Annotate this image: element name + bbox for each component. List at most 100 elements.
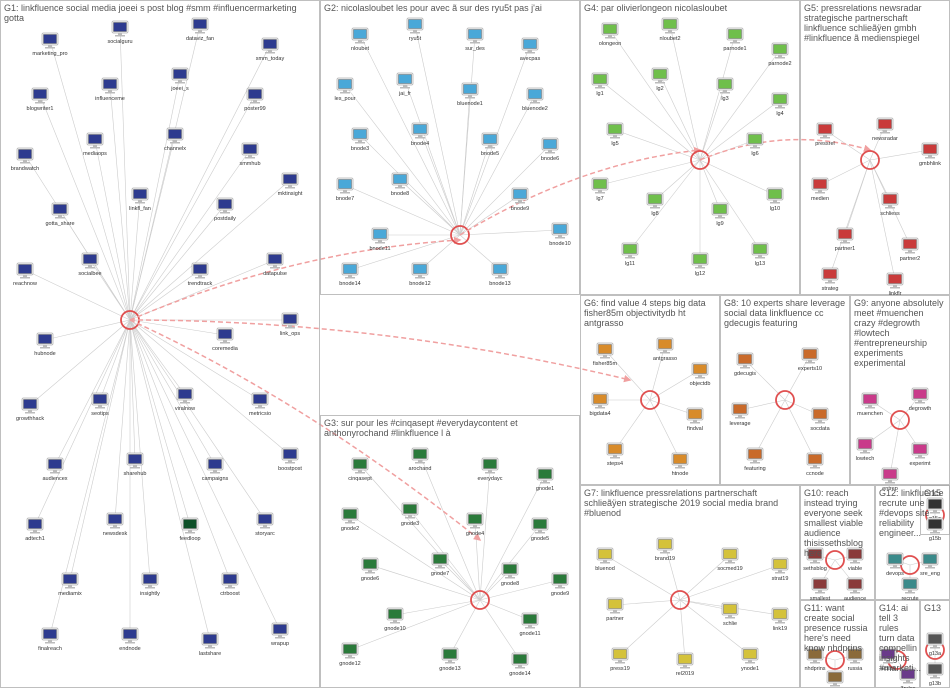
graph-node[interactable]: gnode2 [341,508,359,532]
graph-node[interactable]: audiencex [42,458,67,482]
graph-node[interactable]: partner2 [900,238,921,262]
graph-node[interactable]: seotips [91,393,109,417]
graph-node[interactable]: findval [687,408,703,432]
graph-node[interactable]: lg7 [592,178,608,202]
graph-node[interactable]: strat19 [772,558,789,582]
graph-node[interactable]: press19 [610,648,630,672]
graph-node[interactable]: lg2 [652,68,668,92]
graph-node[interactable]: storyarc [255,513,275,537]
graph-node[interactable]: gnode13 [439,648,460,672]
graph-node[interactable]: lg5 [607,123,623,147]
graph-node[interactable]: objectdb [690,363,711,387]
graph-node[interactable]: strateg [822,268,839,292]
graph-node[interactable]: bnode4 [411,123,429,147]
graph-node[interactable]: ccnode [806,453,824,477]
graph-node[interactable]: bnode5 [481,133,499,157]
graph-node[interactable]: gotta_share [45,203,74,227]
graph-node[interactable]: g13b [927,663,943,687]
graph-node[interactable]: featuring [744,448,765,472]
graph-node[interactable]: sur_des [465,28,485,52]
graph-node[interactable]: gnode7 [431,553,449,577]
graph-node[interactable]: smmhub [239,143,260,167]
graph-node[interactable]: mediaops [83,133,107,157]
graph-node[interactable]: ctrboost [220,573,240,597]
graph-node[interactable]: smm_today [256,38,285,62]
graph-node[interactable]: datapulse [263,253,287,277]
graph-node[interactable]: adtech1 [25,518,45,542]
graph-node[interactable]: newsradar [872,118,898,142]
graph-node[interactable]: insightly [140,573,160,597]
graph-node[interactable]: influenceme [95,78,125,102]
graph-node[interactable]: socialbee [78,253,101,277]
graph-node[interactable]: linkfl_fan [129,188,151,212]
graph-node[interactable]: boostpost [278,448,302,472]
graph-node[interactable]: bnode9 [511,188,529,212]
graph-node[interactable]: gdecugis [734,353,756,377]
graph-node[interactable]: schlie [722,603,738,627]
graph-node[interactable]: jai_fr [397,73,413,97]
graph-node[interactable]: joeei_s [170,68,189,92]
graph-node[interactable]: lg3 [717,78,733,102]
graph-node[interactable]: les_pour [334,78,355,102]
graph-node[interactable]: endnode [119,628,140,652]
graph-node[interactable]: bnode14 [339,263,360,287]
graph-node[interactable]: arochand [409,448,432,472]
graph-node[interactable]: sharehub [124,453,147,477]
graph-node[interactable]: reachnow [13,263,37,287]
graph-node[interactable]: cinqasept [348,458,372,482]
graph-node[interactable]: link19 [772,608,788,632]
graph-node[interactable]: poster99 [244,88,265,112]
graph-node[interactable]: steps4 [607,443,623,467]
graph-node[interactable]: postdaily [214,198,236,222]
graph-node[interactable]: gnode8 [501,563,519,587]
graph-node[interactable]: lg8 [647,193,663,217]
graph-node[interactable]: lg10 [767,188,783,212]
graph-node[interactable]: mktinsight [278,173,303,197]
graph-node[interactable]: everydayc [477,458,502,482]
graph-node[interactable]: avecpas [520,38,541,62]
graph-node[interactable]: g13a [927,633,943,657]
graph-node[interactable]: viralnow [175,388,195,412]
graph-node[interactable]: campaigns [202,458,229,482]
graph-node[interactable]: leverage [729,403,750,427]
graph-node[interactable]: bnode13 [489,263,510,287]
graph-node[interactable]: antgrasso [653,338,677,362]
graph-node[interactable]: bluenode1 [457,83,483,107]
graph-node[interactable]: bluenod [595,548,615,572]
graph-node[interactable]: bigdata4 [589,393,610,417]
graph-node[interactable]: lowtech [856,438,875,462]
graph-node[interactable]: gnode1 [536,468,554,492]
graph-node[interactable]: medien [811,178,829,202]
graph-node[interactable]: pressrel [815,123,835,147]
graph-node[interactable]: lg1 [592,73,608,97]
graph-node[interactable]: marketing_pro [32,33,67,57]
graph-node[interactable]: parnode1 [723,28,746,52]
graph-node[interactable]: presence [824,671,847,688]
graph-node[interactable]: coremedia [212,328,239,352]
graph-node[interactable]: smallest [810,578,831,602]
graph-node[interactable]: rel2019 [676,653,694,677]
graph-node[interactable]: brand19 [655,538,675,562]
graph-node[interactable]: htnode [672,453,689,477]
graph-node[interactable]: newsdesk [103,513,128,537]
graph-node[interactable]: bnode12 [409,263,430,287]
graph-node[interactable]: recrute [901,578,918,602]
graph-node[interactable]: lg4 [772,93,788,117]
graph-node[interactable]: sre_eng [920,553,940,577]
graph-node[interactable]: metricsio [249,393,271,417]
graph-node[interactable]: gnode14 [509,653,530,677]
graph-node[interactable]: degrowth [909,388,932,412]
graph-node[interactable]: gnode9 [551,573,569,597]
graph-node[interactable]: devops [886,553,904,577]
graph-node[interactable]: gnode4 [466,513,484,537]
graph-node[interactable]: gnode3 [401,503,419,527]
graph-node[interactable]: schliess [880,193,900,217]
graph-node[interactable]: ryu5t [407,18,423,42]
graph-node[interactable]: partner [606,598,624,622]
graph-node[interactable]: bnode10 [549,223,570,247]
graph-node[interactable]: bnode6 [541,138,559,162]
graph-node[interactable]: gnode12 [339,643,360,667]
graph-node[interactable]: lg12 [692,253,708,277]
graph-node[interactable]: bnode7 [336,178,354,202]
graph-node[interactable]: lg13 [752,243,768,267]
